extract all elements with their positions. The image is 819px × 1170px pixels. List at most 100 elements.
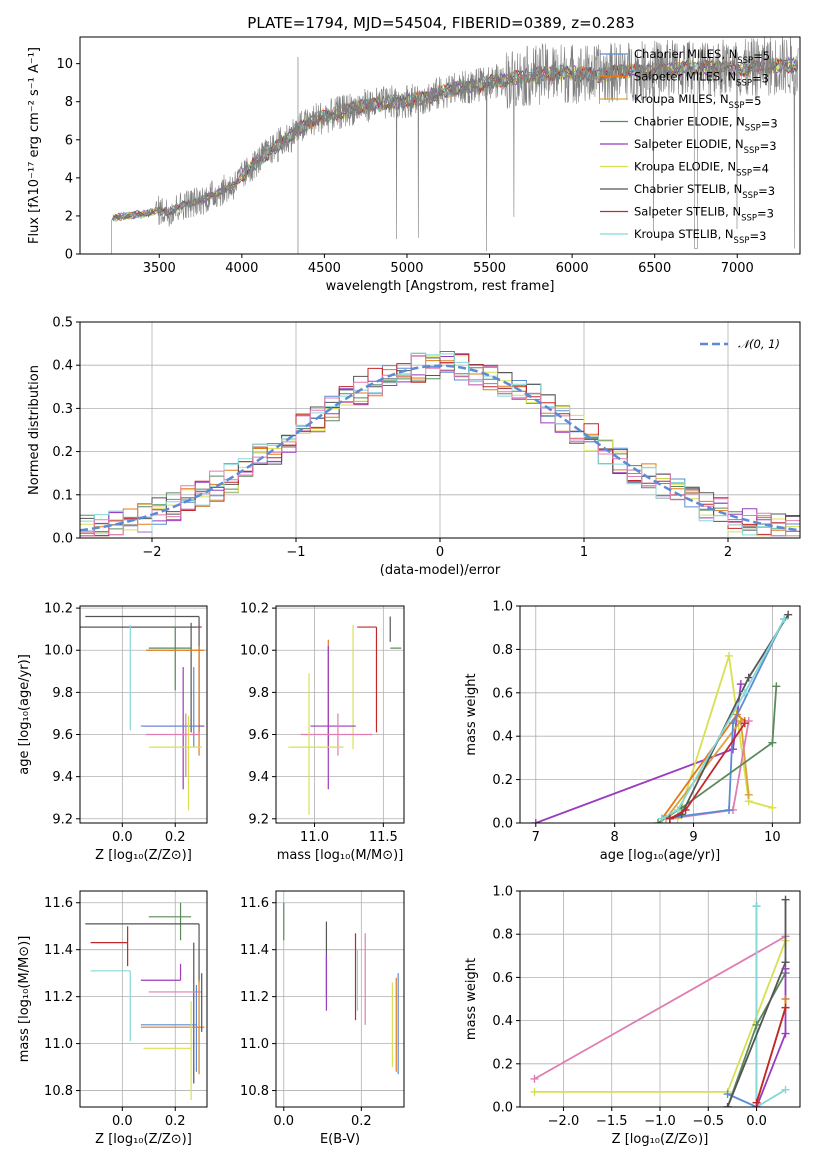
x-tick-label: −1: [286, 545, 305, 560]
x-axis-label: (data-model)/error: [380, 563, 501, 578]
x-axis-label: E(B-V): [320, 1132, 360, 1147]
legend-entry: Salpeter MILES, NSSP=3: [634, 70, 769, 89]
y-tick-label: 0.0: [52, 532, 73, 547]
y-tick-label: 11.0: [44, 1037, 73, 1052]
x-tick-label: 0: [436, 545, 444, 560]
x-tick-label: 2: [724, 545, 732, 560]
x-tick-label: 7000: [721, 261, 754, 276]
legend-entry: 𝒩(0, 1): [738, 337, 780, 351]
y-axis-label: Flux [fλ10⁻¹⁷ erg cm⁻² s⁻¹ A⁻¹]: [27, 47, 42, 244]
x-tick-label: 0.0: [746, 1114, 767, 1129]
histogram-series: [80, 355, 800, 538]
x-tick-label: 6000: [556, 261, 589, 276]
x-tick-label: 11.0: [300, 830, 329, 845]
y-axis-label: Normed distribution: [27, 365, 42, 495]
y-tick-label: 0.8: [492, 643, 513, 658]
x-tick-label: 8: [611, 830, 619, 845]
spectrum-frame: [79, 36, 801, 255]
y-tick-label: 0.6: [492, 686, 513, 701]
age-vs-mass-points: [288, 616, 402, 815]
weight-line: [755, 906, 786, 1107]
weight-vs-Z-lines: [530, 895, 790, 1107]
y-axis-label: mass weight: [464, 673, 479, 755]
legend-entry: Chabrier MILES, NSSP=5: [634, 47, 770, 66]
y-tick-label: 9.2: [248, 812, 269, 827]
y-tick-label: 0.8: [492, 928, 513, 943]
x-axis-label: Z [log₁₀(Z/Z⊙)]: [612, 1132, 709, 1147]
histograms: [80, 351, 800, 538]
y-tick-label: 9.8: [248, 686, 269, 701]
y-tick-label: 10.8: [44, 1084, 73, 1099]
y-tick-label: 0.4: [492, 1014, 513, 1029]
y-tick-label: 0: [65, 248, 73, 263]
y-tick-label: 4: [65, 171, 73, 186]
y-tick-label: 10.2: [44, 602, 73, 617]
mass-vs-ebv-axes: 0.0 0.2 10.8 11.0 11.2 11.4 11.6 E(B-V): [240, 891, 404, 1147]
x-tick-label: −0.5: [692, 1114, 724, 1129]
y-tick-label: 0.0: [492, 1101, 513, 1116]
y-tick-label: 0.2: [52, 445, 73, 460]
spectrum-legend: Chabrier MILES, NSSP=5 Salpeter MILES, NS…: [600, 47, 778, 246]
x-tick-label: 4500: [308, 261, 341, 276]
y-tick-label: 10.0: [44, 644, 73, 659]
y-tick-label: 11.4: [44, 943, 73, 958]
age-vs-mass-frame: [275, 605, 405, 824]
x-tick-label: 3500: [143, 261, 176, 276]
y-tick-label: 11.4: [240, 943, 269, 958]
residuals-axes: −2 −1 0 1 2 0.0 0.1 0.2 0.3 0.4 0.5 (data-model)/er…: [27, 316, 800, 578]
y-tick-label: 11.6: [240, 896, 269, 911]
y-tick-label: 6: [65, 133, 73, 148]
x-tick-label: −2: [142, 545, 161, 560]
y-tick-label: 0.3: [52, 402, 73, 417]
histogram-series: [80, 352, 800, 538]
y-axis-label: age [log₁₀(age/yr)]: [17, 654, 32, 775]
figure-title: PLATE=1794, MJD=54504, FIBERID=0389, z=0…: [247, 14, 634, 32]
weight-vs-Z-axes: −2.0 −1.5 −1.0 −0.5 0.0 0.0 0.2 0.4 0.6 0.8 1.0 Z […: [464, 885, 800, 1147]
legend-entry: Chabrier STELIB, NSSP=3: [634, 182, 775, 201]
x-tick-label: 1: [580, 545, 588, 560]
x-axis-label: Z [log₁₀(Z/Z⊙)]: [95, 1132, 192, 1147]
weight-line: [534, 935, 786, 1080]
weight-line: [661, 618, 786, 820]
residuals-frame: [79, 321, 801, 539]
weight-line: [727, 906, 758, 1107]
x-tick-label: 0.2: [351, 1114, 372, 1129]
y-tick-label: 0.2: [492, 773, 513, 788]
weight-vs-Z-frame: [519, 890, 801, 1108]
y-tick-label: 1.0: [492, 600, 513, 615]
legend-entry: Salpeter ELODIE, NSSP=3: [634, 137, 777, 156]
y-tick-label: 10: [56, 57, 73, 72]
y-tick-label: 0.4: [492, 730, 513, 745]
y-tick-label: 9.4: [248, 770, 269, 785]
y-tick-label: 0.0: [492, 817, 513, 832]
mass-vs-Z-axes: 0.0 0.2 10.8 11.0 11.2 11.4 11.6 Z [log₁₀(Z/Z⊙)…: [17, 891, 207, 1147]
x-tick-label: 7: [532, 830, 540, 845]
weight-vs-age-axes: 7 8 9 10 0.0 0.2 0.4 0.6 0.8 1.0 age [log₁₀(age/yr…: [464, 600, 800, 863]
y-tick-label: 9.6: [248, 728, 269, 743]
legend-entry: Kroupa ELODIE, NSSP=4: [634, 160, 769, 179]
y-tick-label: 0.1: [52, 488, 73, 503]
y-tick-label: 9.8: [52, 686, 73, 701]
y-tick-label: 9.4: [52, 770, 73, 785]
age-vs-mass-axes: 11.0 11.5 9.2 9.4 9.6 9.8 10.0 10.2 mass [log₁₀(…: [240, 602, 404, 863]
y-tick-label: 9.6: [52, 728, 73, 743]
x-tick-label: 0.0: [112, 830, 133, 845]
x-tick-label: −1.0: [644, 1114, 676, 1129]
x-axis-label: wavelength [Angstrom, rest frame]: [326, 279, 555, 294]
age-vs-Z-frame: [79, 605, 208, 824]
x-axis-label: Z [log₁₀(Z/Z⊙)]: [95, 848, 192, 863]
weight-line: [676, 655, 773, 819]
legend-entry: Kroupa STELIB, NSSP=3: [634, 227, 766, 246]
x-tick-label: 4000: [225, 261, 258, 276]
mass-vs-ebv-frame: [275, 890, 405, 1108]
x-tick-label: 0.0: [273, 1114, 294, 1129]
y-axis-label: mass weight: [464, 958, 479, 1040]
x-tick-label: 0.2: [165, 1114, 186, 1129]
legend-entry: Kroupa MILES, NSSP=5: [634, 92, 761, 111]
y-tick-label: 10.8: [240, 1084, 269, 1099]
legend-entry: Chabrier ELODIE, NSSP=3: [634, 115, 778, 134]
y-tick-label: 1.0: [492, 885, 513, 900]
spectrum-lines: [111, 37, 799, 254]
x-tick-label: 9: [689, 830, 697, 845]
